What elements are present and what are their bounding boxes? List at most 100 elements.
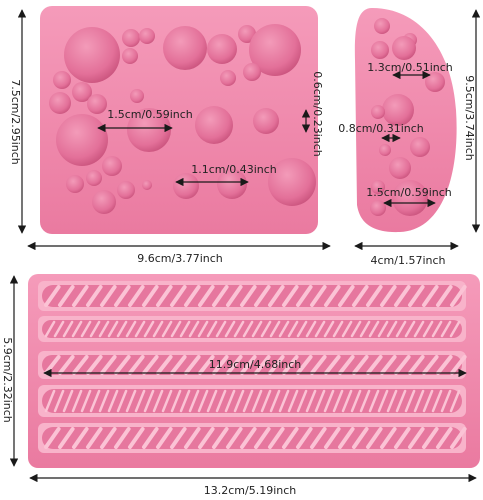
rope-twist [188, 320, 200, 338]
rope-twist [260, 389, 272, 413]
rope-twist [125, 320, 137, 338]
rope-twist [161, 389, 173, 413]
rope-twist [156, 427, 173, 449]
rope-twist [368, 389, 380, 413]
rope-twist [206, 320, 218, 338]
rope-twist [338, 427, 355, 449]
rope-twist [134, 320, 146, 338]
rope-twist [395, 320, 407, 338]
rope-twist [114, 285, 131, 307]
rope-twist [380, 427, 397, 449]
rope-twist [53, 320, 65, 338]
rope-twist [184, 285, 201, 307]
rope-twist [296, 285, 313, 307]
rope-twist [324, 427, 341, 449]
rope-twist [215, 320, 227, 338]
rope-twist [408, 285, 425, 307]
rope-twist [440, 389, 452, 413]
circle-small-label: 0.6cm/0.23inch [311, 71, 324, 157]
rope-twist [251, 389, 263, 413]
rope-mold-width-label: 13.2cm/5.19inch [204, 484, 297, 497]
rope-twist [212, 427, 229, 449]
rope-twist [170, 285, 187, 307]
rope-twist [386, 320, 398, 338]
rope-twist [341, 320, 353, 338]
rope-twist [341, 389, 353, 413]
rope-twist [449, 389, 461, 413]
rope-twist [89, 389, 101, 413]
rope-twist [260, 320, 272, 338]
rope-twist [170, 389, 182, 413]
pebble-mold-height-label: 9.5cm/3.74inch [463, 75, 476, 161]
rope-twist [422, 427, 439, 449]
rope-twist [278, 389, 290, 413]
rope-twist [226, 285, 243, 307]
rope-twist [143, 389, 155, 413]
rope-twist [422, 320, 434, 338]
rope-twist [89, 320, 101, 338]
rope-twist [53, 389, 65, 413]
rope-twist [188, 389, 200, 413]
circle-mold: 7.5cm/2.95inch 9.6cm/3.77inch 1.5cm/0.59… [9, 6, 331, 265]
rope-twist [431, 389, 443, 413]
rope-twist [100, 427, 117, 449]
rope-twist [314, 389, 326, 413]
rope-twist [71, 320, 83, 338]
rope-twist [380, 285, 397, 307]
rope-twist [125, 389, 137, 413]
pebble-circle-b-label: 0.8cm/0.31inch [338, 122, 424, 135]
rope-twist [215, 389, 227, 413]
rope-twist [413, 389, 425, 413]
rope-twist [107, 389, 119, 413]
rope-twist [62, 320, 74, 338]
pebble-mold: 9.5cm/3.74inch 4cm/1.57inch 1.3cm/0.51in… [338, 8, 481, 267]
rope-twist [197, 389, 209, 413]
rope-twist [242, 320, 254, 338]
rope-twist [143, 320, 155, 338]
rope-twist [142, 427, 159, 449]
rope-twist [128, 285, 145, 307]
rope-twist [287, 320, 299, 338]
rope-twist [242, 389, 254, 413]
rope-twist [128, 427, 145, 449]
rope-twist [282, 427, 299, 449]
rope-twist [224, 389, 236, 413]
pebble-circle-c-label: 1.5cm/0.59inch [366, 186, 452, 199]
rope-twist [440, 320, 452, 338]
rope-twist [98, 320, 110, 338]
rope-twist [44, 427, 61, 449]
rope-twist [366, 285, 383, 307]
rope-twist [450, 285, 467, 307]
rope-twist [310, 285, 327, 307]
rope-twist [332, 320, 344, 338]
rope-twist [436, 427, 453, 449]
rope-twist [62, 389, 74, 413]
pebble-circle-a-label: 1.3cm/0.51inch [367, 61, 453, 74]
rope-twist [116, 389, 128, 413]
rope-twist [156, 285, 173, 307]
rope-twist [170, 427, 187, 449]
rope-mold-height-label: 5.9cm/2.32inch [1, 337, 14, 423]
rope-mold: 5.9cm/2.32inch 13.2cm/5.19inch 11.9cm/4.… [1, 274, 480, 497]
rope-twist [352, 427, 369, 449]
rope-twist [359, 320, 371, 338]
rope-twist [240, 285, 257, 307]
rope-twist [422, 285, 439, 307]
rope-twist [449, 320, 461, 338]
rope-twist [352, 285, 369, 307]
rope-twist [366, 427, 383, 449]
rope-twist [359, 389, 371, 413]
rope-twist [80, 320, 92, 338]
rope-twist [197, 320, 209, 338]
rope-twist [314, 320, 326, 338]
rope-twist [116, 320, 128, 338]
rope-twist [86, 285, 103, 307]
rope-twist [86, 427, 103, 449]
rope-twist [368, 320, 380, 338]
rope-twist [58, 285, 75, 307]
rope-twist [80, 389, 92, 413]
rope-twist [296, 320, 308, 338]
rope-twist [436, 285, 453, 307]
rope-twist [350, 389, 362, 413]
